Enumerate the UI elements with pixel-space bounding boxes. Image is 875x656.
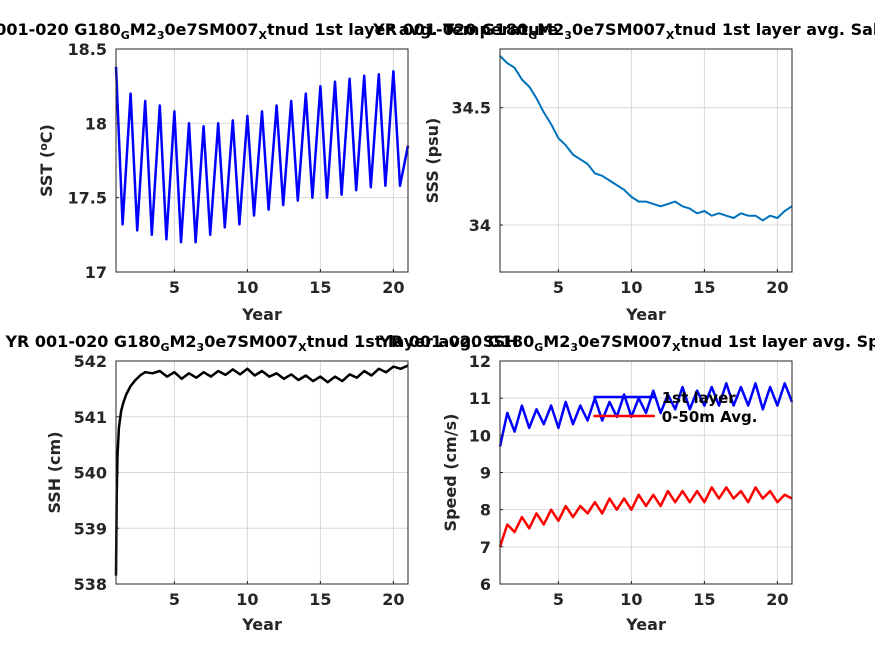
x-tick-label: 15 [693, 278, 715, 297]
x-axis-label: Year [241, 615, 282, 634]
y-tick-label: 34.5 [452, 99, 491, 118]
chart-title-1: YR 001-020 G180GM230e7SM007Xtnud 1st lay… [0, 20, 558, 42]
x-tick-label: 5 [553, 590, 564, 609]
x-tick-label: 15 [693, 590, 715, 609]
x-tick-label: 10 [620, 278, 642, 297]
series-line-1 [499, 55, 793, 222]
x-tick-label: 15 [309, 590, 331, 609]
legend-label-1: 1st layer [662, 389, 737, 407]
y-tick-label: 6 [480, 575, 491, 594]
y-axis-label: Speed (cm/s) [441, 414, 460, 532]
y-tick-label: 539 [74, 519, 107, 538]
y-axis-label: SST (oC) [37, 124, 56, 197]
chart-panel-4: 5 10 15 20 6 7 8 9 10 11 12 Year Speed (cm/s) 1st lay… [441, 352, 794, 634]
chart-panel-3: 5 10 15 20 538 539 540 541 542 Year SSH (cm) [45, 352, 409, 634]
y-tick-label: 18.5 [68, 40, 107, 59]
y-tick-label: 538 [74, 575, 107, 594]
x-axis-label: Year [625, 305, 666, 324]
legend-label-2: 0-50m Avg. [662, 408, 758, 426]
y-tick-label: 10 [469, 426, 491, 445]
x-tick-label: 5 [553, 278, 564, 297]
chart-title-4: YR 001-020 G180GM230e7SM007Xtnud 1st lay… [378, 332, 875, 354]
y-tick-label: 17 [85, 263, 107, 282]
y-tick-label: 17.5 [68, 189, 107, 208]
y-tick-label: 9 [480, 464, 491, 483]
y-tick-label: 7 [480, 538, 491, 557]
axes-box [499, 48, 793, 273]
series-line-1 [114, 66, 410, 244]
chart-panel-2: 5 10 15 20 34 34.5 Year SSS (psu) [423, 48, 793, 324]
y-tick-label: 11 [469, 389, 491, 408]
y-tick-label: 540 [74, 464, 107, 483]
y-axis-label: SSH (cm) [45, 431, 64, 513]
y-axis-label: SSS (psu) [423, 118, 442, 204]
x-tick-label: 15 [309, 278, 331, 297]
x-tick-label: 10 [620, 590, 642, 609]
x-tick-label: 10 [236, 278, 258, 297]
x-tick-label: 20 [766, 278, 788, 297]
y-tick-label: 8 [480, 501, 491, 520]
x-axis-label: Year [241, 305, 282, 324]
series-line-2 [498, 486, 793, 548]
x-axis-label: Year [625, 615, 666, 634]
axes-box [115, 48, 409, 273]
x-tick-label: 5 [169, 590, 180, 609]
chart-title-3: YR 001-020 G180GM230e7SM007Xtnud 1st lay… [4, 332, 518, 354]
x-tick-label: 10 [236, 590, 258, 609]
y-tick-label: 541 [74, 408, 107, 427]
y-tick-label: 34 [469, 216, 491, 235]
series-line-1 [498, 382, 794, 447]
x-tick-label: 20 [382, 590, 404, 609]
x-tick-label: 5 [169, 278, 180, 297]
chart-panel-1: 5 10 15 20 17 17.5 18 18.5 Year SST (oC) [37, 40, 410, 324]
x-tick-label: 20 [766, 590, 788, 609]
y-tick-label: 18 [85, 114, 107, 133]
y-tick-label: 12 [469, 352, 491, 371]
y-tick-label: 542 [74, 352, 107, 371]
x-tick-label: 20 [382, 278, 404, 297]
chart-title-2: YR 001-020 G180GM230e7SM007Xtnud 1st lay… [372, 20, 875, 42]
series-line-1 [114, 364, 409, 576]
